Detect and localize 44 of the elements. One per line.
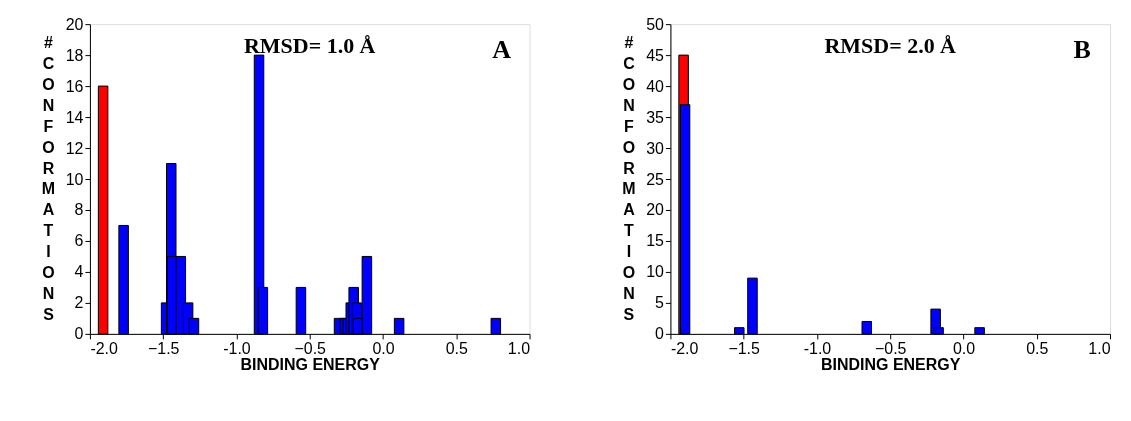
x-tick-label: 0.5 [445,340,468,358]
y-tick-label: 20 [65,15,84,33]
y-tick-label: 4 [74,263,84,281]
y-tick-label: 8 [74,201,84,219]
x-tick-label: 1.0 [507,340,531,358]
y-tick-label: 14 [65,108,84,126]
x-axis-title: BINDING ENERGY [240,356,381,374]
x-tick-label: −0.5 [874,340,907,358]
y-tick-label: 0 [74,325,84,343]
x-tick-label: 0.0 [952,340,976,358]
text: #CONFORMATIONS [41,33,56,324]
y-tick-label: 45 [646,46,665,64]
y-tick-label: 30 [646,139,665,157]
y-tick-label: 5 [655,294,665,312]
x-tick-label: −1.5 [728,340,761,358]
y-tick-label: 10 [65,170,84,188]
y-tick-label: 25 [646,170,665,188]
x-tick-label: -2.0 [90,340,119,358]
y-tick-label: 15 [646,232,665,250]
y-tick-label: 18 [65,46,84,64]
y-tick-label: 6 [74,232,84,250]
y-tick-label: 10 [646,263,665,281]
x-tick-label: -1.0 [223,340,251,358]
y-tick-label: 2 [74,294,84,312]
x-tick-label: 0.0 [372,340,395,358]
annotation: B [1073,35,1091,65]
y-tick-label: 0 [655,325,665,343]
x-tick-label: −1.5 [147,340,180,358]
y-tick-label: 20 [646,201,665,219]
y-tick-label: 12 [65,139,84,157]
x-axis-title: BINDING ENERGY [821,356,961,374]
chart-title: RMSD= 2.0 Å [824,33,957,59]
x-tick-label: −0.5 [294,340,327,358]
y-tick-label: 40 [646,77,665,95]
x-tick-label: 0.5 [1026,340,1049,358]
x-tick-label: 1.0 [1088,340,1111,358]
chart-title: RMSD= 1.0 Å [243,33,376,59]
annotation: A [492,35,512,65]
text: #CONFORMATIONS [622,33,636,324]
y-tick-label: 16 [65,77,84,95]
y-tick-label: 50 [646,15,665,33]
x-tick-label: -1.0 [803,340,832,358]
x-tick-label: -2.0 [670,340,699,358]
y-tick-label: 35 [646,108,665,126]
